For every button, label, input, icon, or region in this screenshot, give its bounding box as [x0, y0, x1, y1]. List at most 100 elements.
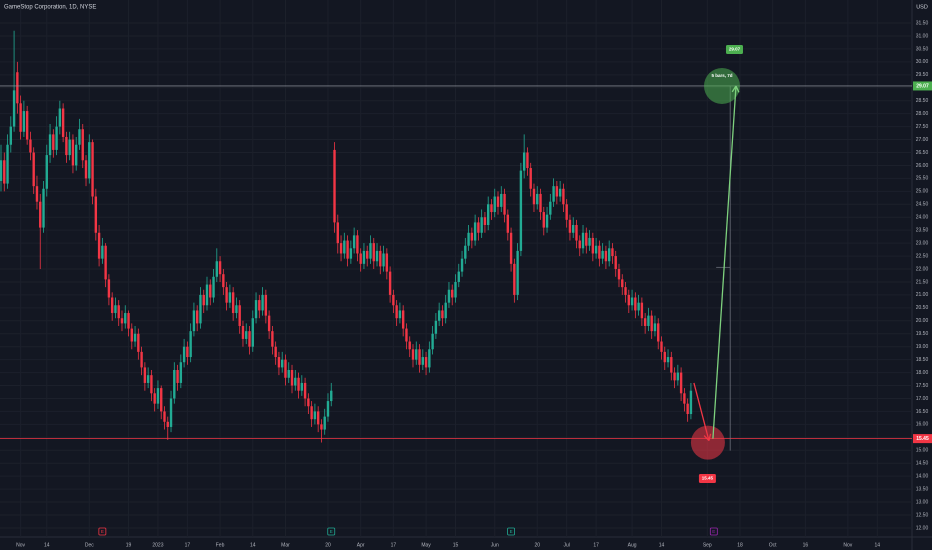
- candle-body: [110, 297, 114, 314]
- candle-body: [261, 294, 264, 311]
- candle-body: [565, 204, 568, 220]
- candle-body: [362, 250, 366, 264]
- event-marker: [507, 527, 515, 536]
- candle-body: [558, 188, 562, 197]
- candle-body: [454, 281, 457, 298]
- candle-body: [379, 250, 382, 267]
- candle-body: [78, 129, 81, 145]
- candle-body: [25, 111, 29, 140]
- candle-body: [313, 411, 317, 420]
- candle-body: [65, 136, 68, 156]
- candle-body: [424, 357, 428, 368]
- candle-body: [101, 245, 104, 259]
- candle-body: [97, 232, 101, 259]
- candle-body: [150, 375, 153, 394]
- y-tick-label: 14.00: [916, 473, 929, 479]
- y-tick-label: 14.50: [916, 461, 929, 467]
- candle-body: [673, 372, 676, 381]
- candle-body: [428, 349, 431, 368]
- candle-body: [434, 320, 438, 334]
- candle-body: [594, 245, 598, 254]
- high-box-label: 29.07: [729, 47, 741, 52]
- candle-body: [258, 300, 261, 311]
- candle-body: [614, 256, 617, 270]
- x-tick-label: 19: [126, 542, 132, 548]
- high-marker: [703, 67, 740, 104]
- x-tick-label: Apr: [357, 542, 365, 548]
- y-tick-label: 17.00: [916, 396, 929, 402]
- y-tick-label: 15.00: [916, 448, 929, 454]
- candle-body: [6, 144, 9, 184]
- candle-body: [660, 341, 663, 352]
- candle-body: [431, 333, 434, 350]
- y-tick-label: 22.00: [916, 266, 929, 272]
- candle-body: [359, 253, 362, 264]
- candle-body: [277, 357, 281, 368]
- candle-body: [444, 302, 447, 319]
- candle-body: [526, 152, 529, 169]
- y-tick-label: 19.50: [916, 331, 929, 337]
- candle-body: [447, 289, 451, 303]
- candle-body: [346, 240, 349, 259]
- candle-body: [522, 152, 526, 171]
- candle-body: [48, 134, 52, 156]
- candle-body: [58, 108, 62, 127]
- candle-body: [133, 333, 137, 342]
- y-tick-label: 20.50: [916, 305, 929, 311]
- candle-body: [500, 193, 503, 207]
- candle-body: [421, 357, 425, 365]
- candle-body: [146, 375, 150, 383]
- event-label: E: [101, 529, 104, 534]
- candle-body: [137, 333, 140, 352]
- y-tick-label: 18.50: [916, 357, 929, 363]
- x-tick-label: Nov: [16, 542, 25, 548]
- y-tick-label: 13.50: [916, 486, 929, 492]
- candle-body: [300, 382, 304, 391]
- candle-body: [307, 398, 310, 407]
- candle-body: [650, 315, 653, 332]
- candle-body: [94, 196, 98, 233]
- candle-body: [418, 349, 421, 365]
- candle-body: [545, 214, 549, 228]
- low-box-label: 15.45: [702, 476, 714, 481]
- candle-body: [467, 232, 470, 246]
- candle-body: [238, 305, 241, 326]
- candle-body: [352, 235, 356, 249]
- candle-body: [160, 388, 163, 412]
- candle-body: [84, 160, 88, 179]
- candle-body: [195, 310, 199, 324]
- candle-body: [529, 168, 532, 189]
- candle-body: [549, 201, 552, 215]
- candle-body: [323, 416, 326, 430]
- candle-body: [231, 292, 235, 314]
- price-badge: [913, 434, 932, 444]
- candle-body: [209, 284, 212, 298]
- y-tick-label: 26.50: [916, 150, 929, 156]
- candle-body: [588, 237, 591, 246]
- grid: [0, 0, 912, 537]
- candle-body: [81, 129, 84, 161]
- candle-body: [241, 325, 245, 339]
- y-tick-label: 17.50: [916, 383, 929, 389]
- x-tick-label: 14: [250, 542, 256, 548]
- y-tick-label: 18.00: [916, 370, 929, 376]
- price-badge: [913, 81, 932, 91]
- y-tick-label: 24.50: [916, 202, 929, 208]
- candle-body: [581, 232, 585, 249]
- candle-body: [621, 279, 624, 288]
- candle-body: [91, 142, 94, 197]
- x-tick-label: 20: [534, 542, 540, 548]
- x-tick-label: 17: [593, 542, 599, 548]
- candle-body: [568, 219, 572, 233]
- candle-body: [617, 269, 621, 280]
- candle-body: [199, 294, 202, 324]
- candle-body: [686, 403, 689, 415]
- candle-body: [228, 292, 232, 303]
- y-tick-label: 28.00: [916, 111, 929, 117]
- x-tick-label: 14: [875, 542, 881, 548]
- y-tick-label: 27.50: [916, 124, 929, 130]
- candle-body: [585, 232, 588, 246]
- up-arrow-head: [735, 85, 740, 93]
- range-label: 5 bars, 7d: [711, 73, 732, 78]
- candle-body: [398, 310, 402, 319]
